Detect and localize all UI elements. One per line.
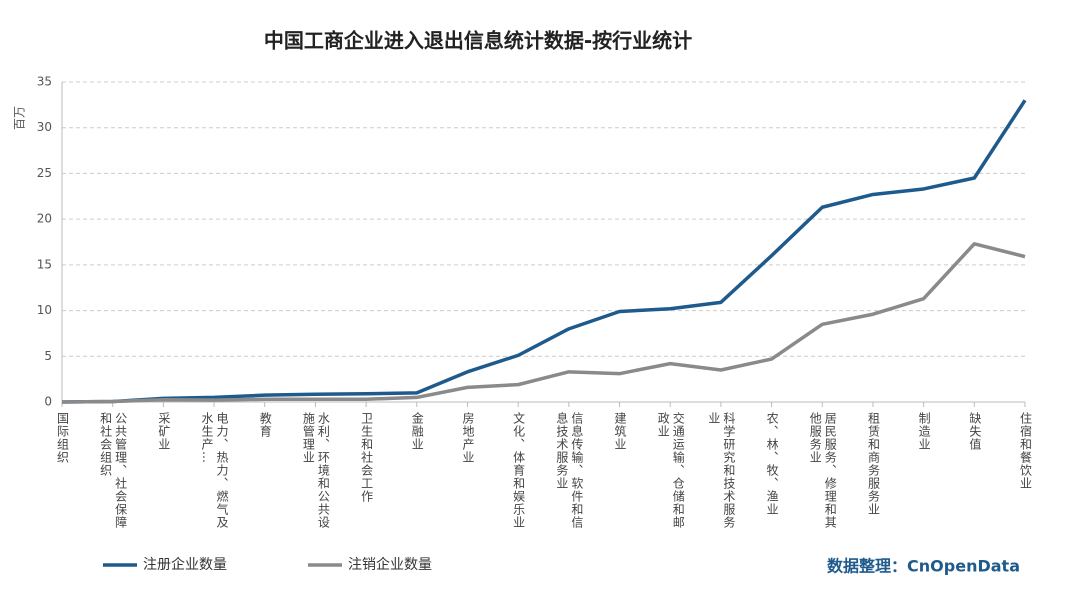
x-tick-label: 卫生和社会工作 xyxy=(359,412,374,503)
x-tick-label: 农、林、牧、渔业 xyxy=(765,412,780,516)
x-tick-label: 住宿和餐饮业 xyxy=(1018,412,1033,490)
x-tick-label: 金融业 xyxy=(410,412,425,451)
x-tick-label: 信息传输、软件和信息技术服务业 xyxy=(554,412,584,529)
x-tick-label: 国际组织 xyxy=(55,412,70,464)
x-tick-label: 房地产业 xyxy=(460,412,475,464)
x-tick-label: 交通运输、仓储和邮政业 xyxy=(656,412,686,529)
x-tick-label: 采矿业 xyxy=(156,412,171,451)
line-series xyxy=(61,242,1026,404)
x-tick-label: 水利、环境和公共设施管理业 xyxy=(301,412,331,529)
y-tick-label: 25 xyxy=(37,166,52,180)
y-tick-label: 20 xyxy=(37,212,52,226)
x-tick-label: 教育 xyxy=(258,412,273,438)
x-tick-label: 租赁和商务服务业 xyxy=(866,412,881,516)
x-tick-label: 科学研究和技术服务业 xyxy=(706,412,736,529)
chart-title: 中国工商企业进入退出信息统计数据-按行业统计 xyxy=(264,29,692,53)
legend-label: 注册企业数量 xyxy=(143,556,227,573)
y-tick-label: 0 xyxy=(44,395,52,409)
x-tick-label: 电力、热力、燃气及水生产… xyxy=(200,412,230,529)
x-tick-label: 文化、体育和娱乐业 xyxy=(511,412,526,529)
x-tick-label: 建筑业 xyxy=(613,412,628,451)
x-tick-label: 缺失值 xyxy=(967,412,982,451)
y-tick-label: 5 xyxy=(44,349,52,363)
x-tick-label: 公共管理、社会保障和社会组织 xyxy=(98,412,128,529)
y-tick-label: 10 xyxy=(37,303,52,317)
source: 数据整理：CnOpenData xyxy=(827,557,1020,576)
legend-label: 注销企业数量 xyxy=(348,556,432,573)
x-tick-label: 制造业 xyxy=(917,412,932,451)
y-axis-label: 百万 xyxy=(13,106,27,130)
x-tick-label: 居民服务、修理和其他服务业 xyxy=(808,412,838,529)
line-series xyxy=(61,99,1027,404)
y-tick-label: 35 xyxy=(37,75,52,89)
y-tick-label: 15 xyxy=(37,257,52,271)
y-tick-label: 30 xyxy=(37,120,52,134)
